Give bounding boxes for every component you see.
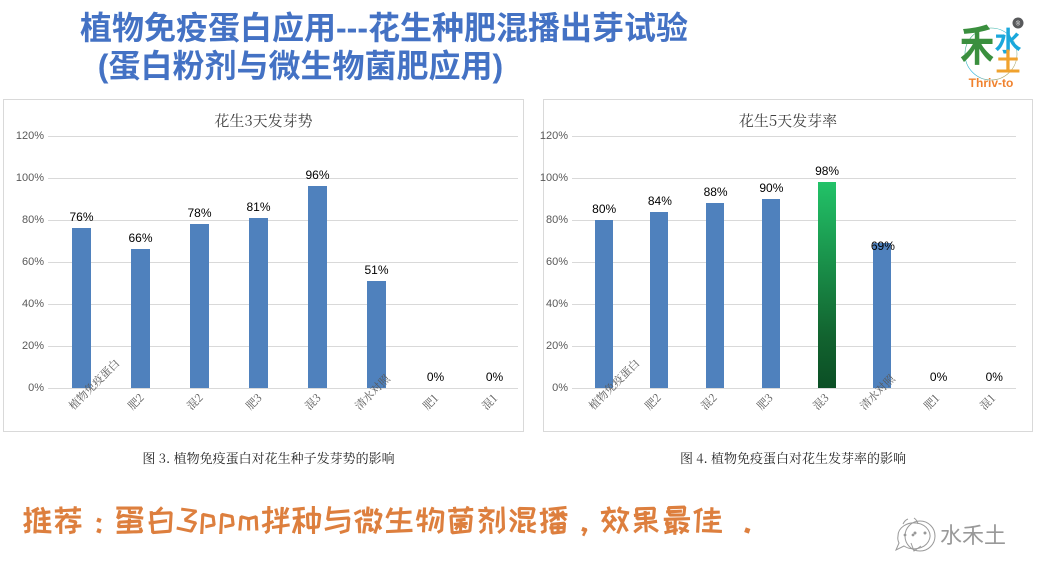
svg-text:水禾土: 水禾土 [940,518,1006,550]
svg-text:禾: 禾 [960,12,994,74]
svg-text:Thriv-to: Thriv-to [969,76,1014,90]
svg-text:土: 土 [995,43,1020,79]
